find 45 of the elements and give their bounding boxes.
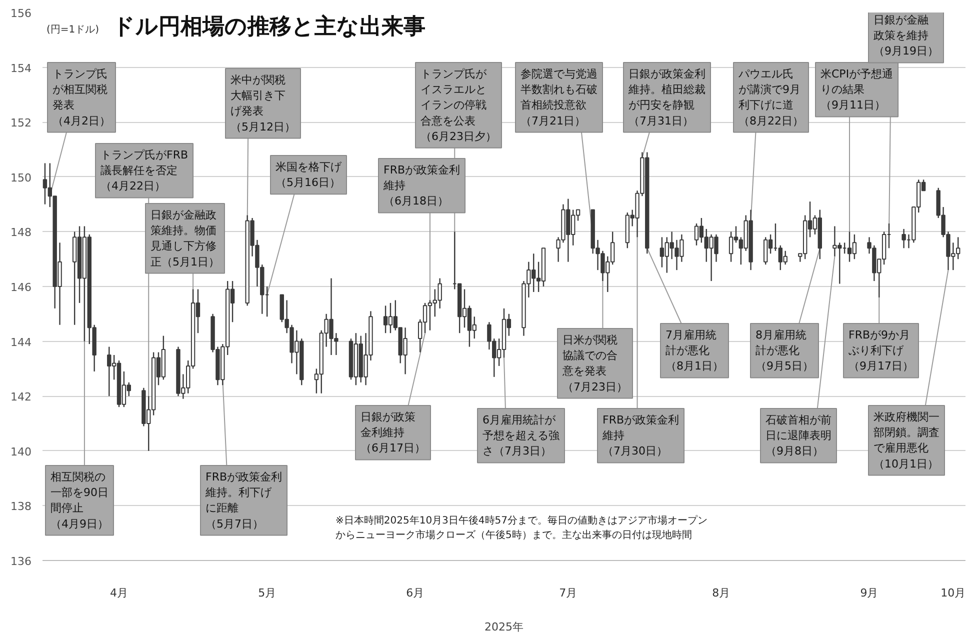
y-axis-title: (円=1ドル) (46, 24, 100, 36)
annotation: FRBが政策金利維持（6月18日） (382, 164, 460, 208)
y-tick-label: 138 (10, 500, 32, 514)
y-tick-label: 140 (10, 445, 32, 458)
annotation: FRBが9か月ぶり利下げ（9月17日） (848, 328, 914, 373)
annotation: トランプ氏がFRB議長解任を否定（4月22日） (100, 148, 188, 193)
annotation: FRBが政策金利維持。利下げに距離（5月7日） (204, 470, 282, 530)
annotation: 米CPIが予想通りの結果（9月11日） (820, 68, 894, 112)
y-tick-label: 136 (10, 555, 32, 568)
annotation: ※日本時間2025年10月3日午後4時57分まで。毎日の値動きはアジア市場オープンからニューヨーク市場クローズ（午後5時）まで。主な出来事の日付は現地時間 (336, 514, 708, 541)
annotation: 日銀が政策金利維持（6月17日） (360, 410, 426, 455)
annotation: パウエル氏が講演で9月利下げに道（8月22日） (738, 68, 804, 128)
y-tick-label: 150 (10, 171, 32, 184)
annotation: 米中が関税大幅引き下げ発表（5月12日） (230, 74, 296, 134)
annotation: 米政府機関一部閉鎖。調査で雇用悪化（10月1日） (874, 410, 940, 470)
annotation: 米国を格下げ（5月16日） (276, 160, 342, 190)
chart-title: ドル円相場の推移と主な出来事 (112, 14, 426, 40)
y-tick-label: 154 (10, 62, 32, 75)
annotation: FRBが政策金利維持（7月30日） (602, 414, 680, 458)
x-tick-label: 6月 (406, 586, 424, 600)
x-tick-label: 10月 (940, 586, 966, 600)
x-tick-label: 5月 (258, 586, 276, 600)
y-tick-label: 156 (10, 7, 32, 20)
annotation: 相互関税の一部を90日間停止（4月9日） (50, 470, 108, 530)
y-tick-label: 144 (10, 336, 32, 349)
annotation: 6月雇用統計が予想を超える強さ（7月3日） (482, 414, 560, 458)
y-tick-label: 148 (10, 226, 32, 240)
annotation: 石破首相が前日に退陣表明（9月8日） (766, 414, 832, 458)
y-tick-label: 146 (10, 281, 32, 294)
x-tick-label: 4月 (110, 586, 128, 600)
x-axis-title: 2025年 (484, 620, 524, 634)
annotation: 日銀が金融政策維持。物価見通し下方修正（5月1日） (150, 208, 220, 268)
annotation: 日銀が金融政策を維持（9月19日） (874, 14, 938, 58)
x-tick-label: 9月 (860, 586, 878, 600)
y-tick-label: 152 (10, 116, 32, 130)
annotation: 参院選で与党過半数割れも石破首相続投意欲（7月21日） (520, 68, 598, 128)
annotation: トランプ氏が相互関税発表（4月2日） (52, 68, 110, 128)
annotation: 日米が関税協議での合意を発表（7月23日） (562, 334, 628, 394)
x-tick-label: 8月 (712, 586, 730, 600)
x-tick-label: 7月 (559, 586, 578, 600)
annotation: 7月雇用統計が悪化（8月1日） (666, 328, 724, 373)
y-tick-label: 142 (10, 390, 32, 404)
annotation: トランプ氏がイスラエルとイランの停戦合意を公表（6月23日夕） (420, 68, 496, 143)
annotation: 8月雇用統計が悪化（9月5日） (756, 328, 814, 373)
annotation: 日銀が政策金利維持。植田総裁が円安を静観（7月31日） (628, 68, 706, 128)
